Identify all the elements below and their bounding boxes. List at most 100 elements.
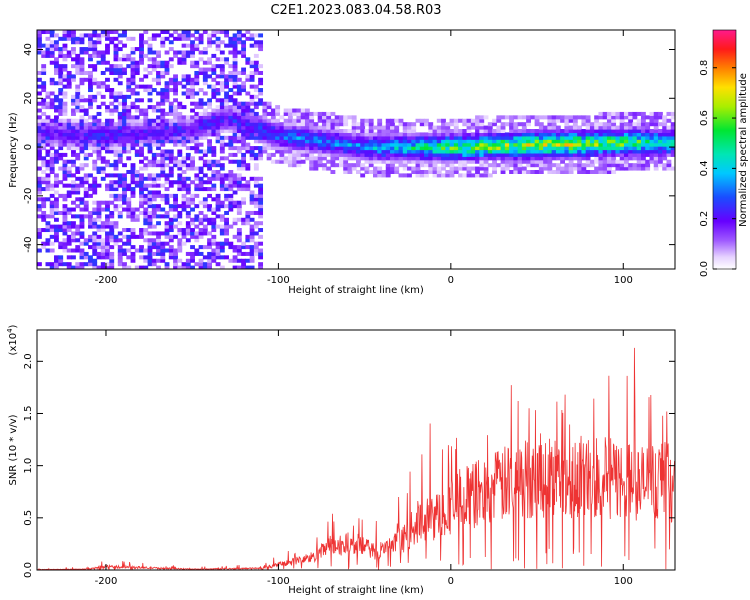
spectrogram-cell (139, 187, 144, 192)
spectrogram-cell (168, 111, 174, 116)
spectrogram-cell (241, 183, 247, 188)
spectrogram-cell (347, 166, 353, 171)
spectrogram-cell (134, 132, 140, 137)
spectrogram-cell (181, 43, 187, 48)
spectrogram-cell (156, 105, 161, 110)
spectrogram-cell (100, 255, 106, 260)
spectrogram-cell (62, 183, 68, 188)
spectrogram-cell (134, 248, 140, 253)
spectrogram-cell (432, 149, 438, 154)
spectrogram-cell (160, 258, 166, 263)
spectrogram-cell (207, 187, 212, 192)
spectrogram-cell (160, 111, 166, 116)
spectrogram-cell (224, 204, 229, 209)
spectrogram-cell (228, 125, 234, 130)
spectrogram-cell (156, 207, 161, 212)
spectrogram-cell (164, 152, 170, 157)
spectrogram-cell (143, 53, 149, 58)
spectrogram-cell (54, 139, 59, 144)
spectrogram-cell (509, 139, 514, 144)
spectrogram-cell (564, 152, 570, 157)
spectrogram-cell (228, 105, 234, 110)
spectrogram-cell (241, 53, 247, 58)
spectrogram-cell (88, 217, 93, 222)
spectrogram-cell (232, 115, 238, 120)
spectrogram-cell (219, 111, 225, 116)
spectrogram-cell (58, 108, 64, 113)
spectrogram-cell (241, 33, 247, 38)
spectrogram-cell (640, 135, 646, 140)
spectrogram-cell (198, 98, 204, 103)
spectrogram-cell (130, 125, 136, 130)
spectrogram-cell (466, 118, 472, 123)
spectrogram-cell (419, 135, 425, 140)
spectrogram-cell (147, 105, 153, 110)
spectrogram-cell (151, 210, 157, 215)
spectrogram-cell (249, 258, 255, 263)
spectrogram-cell (402, 122, 408, 127)
spectrogram-cell (470, 166, 476, 171)
spectrogram-cell (572, 129, 578, 134)
spectrogram-cell (517, 129, 523, 134)
spectrogram-cell (202, 224, 208, 229)
spectrogram-cell (151, 258, 157, 263)
spectrogram-cell (296, 152, 302, 157)
spectrogram-cell (572, 156, 578, 161)
spectrogram-cell (628, 118, 634, 123)
spectrogram-cell (88, 101, 93, 106)
spectrogram-cell (606, 149, 612, 154)
spectrogram-cell (45, 139, 51, 144)
spectrogram-cell (453, 135, 459, 140)
spectrogram-cell (560, 166, 566, 171)
spectrogram-cell (343, 156, 349, 161)
spectrogram-cell (623, 135, 629, 140)
spectrogram-cell (156, 122, 161, 127)
spectrogram-cell (551, 146, 557, 151)
spectrogram-cell (649, 146, 655, 151)
spectrogram-cell (113, 57, 119, 62)
spectrogram-cell (143, 265, 149, 269)
spectrogram-cell (147, 262, 153, 267)
spectrogram-cell (177, 176, 183, 181)
spectrogram-cell (117, 111, 123, 116)
spectrogram-cell (100, 142, 106, 147)
spectrogram-cell (555, 166, 561, 171)
spectrogram-cell (270, 159, 276, 164)
spectrogram-cell (71, 231, 76, 236)
spectrogram-cell (198, 132, 204, 137)
spectrogram-cell (41, 53, 47, 58)
spectrogram-cell (640, 122, 646, 127)
spectrogram-cell (177, 125, 183, 130)
spectrogram-cell (428, 125, 434, 130)
spectrogram-cell (475, 156, 480, 161)
spectrogram-cell (147, 255, 153, 260)
spectrogram-cell (526, 132, 531, 137)
spectrogram-cell (139, 142, 144, 147)
spectrogram-cell (249, 122, 255, 127)
spectrogram-cell (449, 166, 455, 171)
spectrogram-cell (181, 118, 187, 123)
spectrogram-cell (92, 238, 98, 243)
spectrogram-cell (313, 156, 319, 161)
spectrogram-cell (96, 228, 102, 233)
spectrogram-cell (253, 135, 259, 140)
spectrogram-cell (37, 30, 42, 35)
spectrogram-cell (122, 70, 127, 75)
spectrogram-cell (190, 245, 195, 250)
spectrogram-cell (470, 156, 476, 161)
spectrogram-cell (134, 98, 140, 103)
spectrogram-cell (215, 207, 221, 212)
spectrogram-cell (602, 132, 608, 137)
spectrogram-cell (611, 139, 617, 144)
spectrogram-cell (500, 139, 506, 144)
spectrogram-cell (521, 135, 527, 140)
spectrogram-cell (224, 238, 229, 243)
spectrogram-cell (602, 142, 608, 147)
spectrogram-cell (126, 122, 132, 127)
spectrogram-cell (113, 53, 119, 58)
spectrogram-cell (347, 149, 353, 154)
spectrogram-cell (589, 169, 595, 174)
spectrogram-cell (351, 146, 357, 151)
spectrogram-cell (253, 200, 259, 205)
spectrogram-cell (568, 142, 574, 147)
